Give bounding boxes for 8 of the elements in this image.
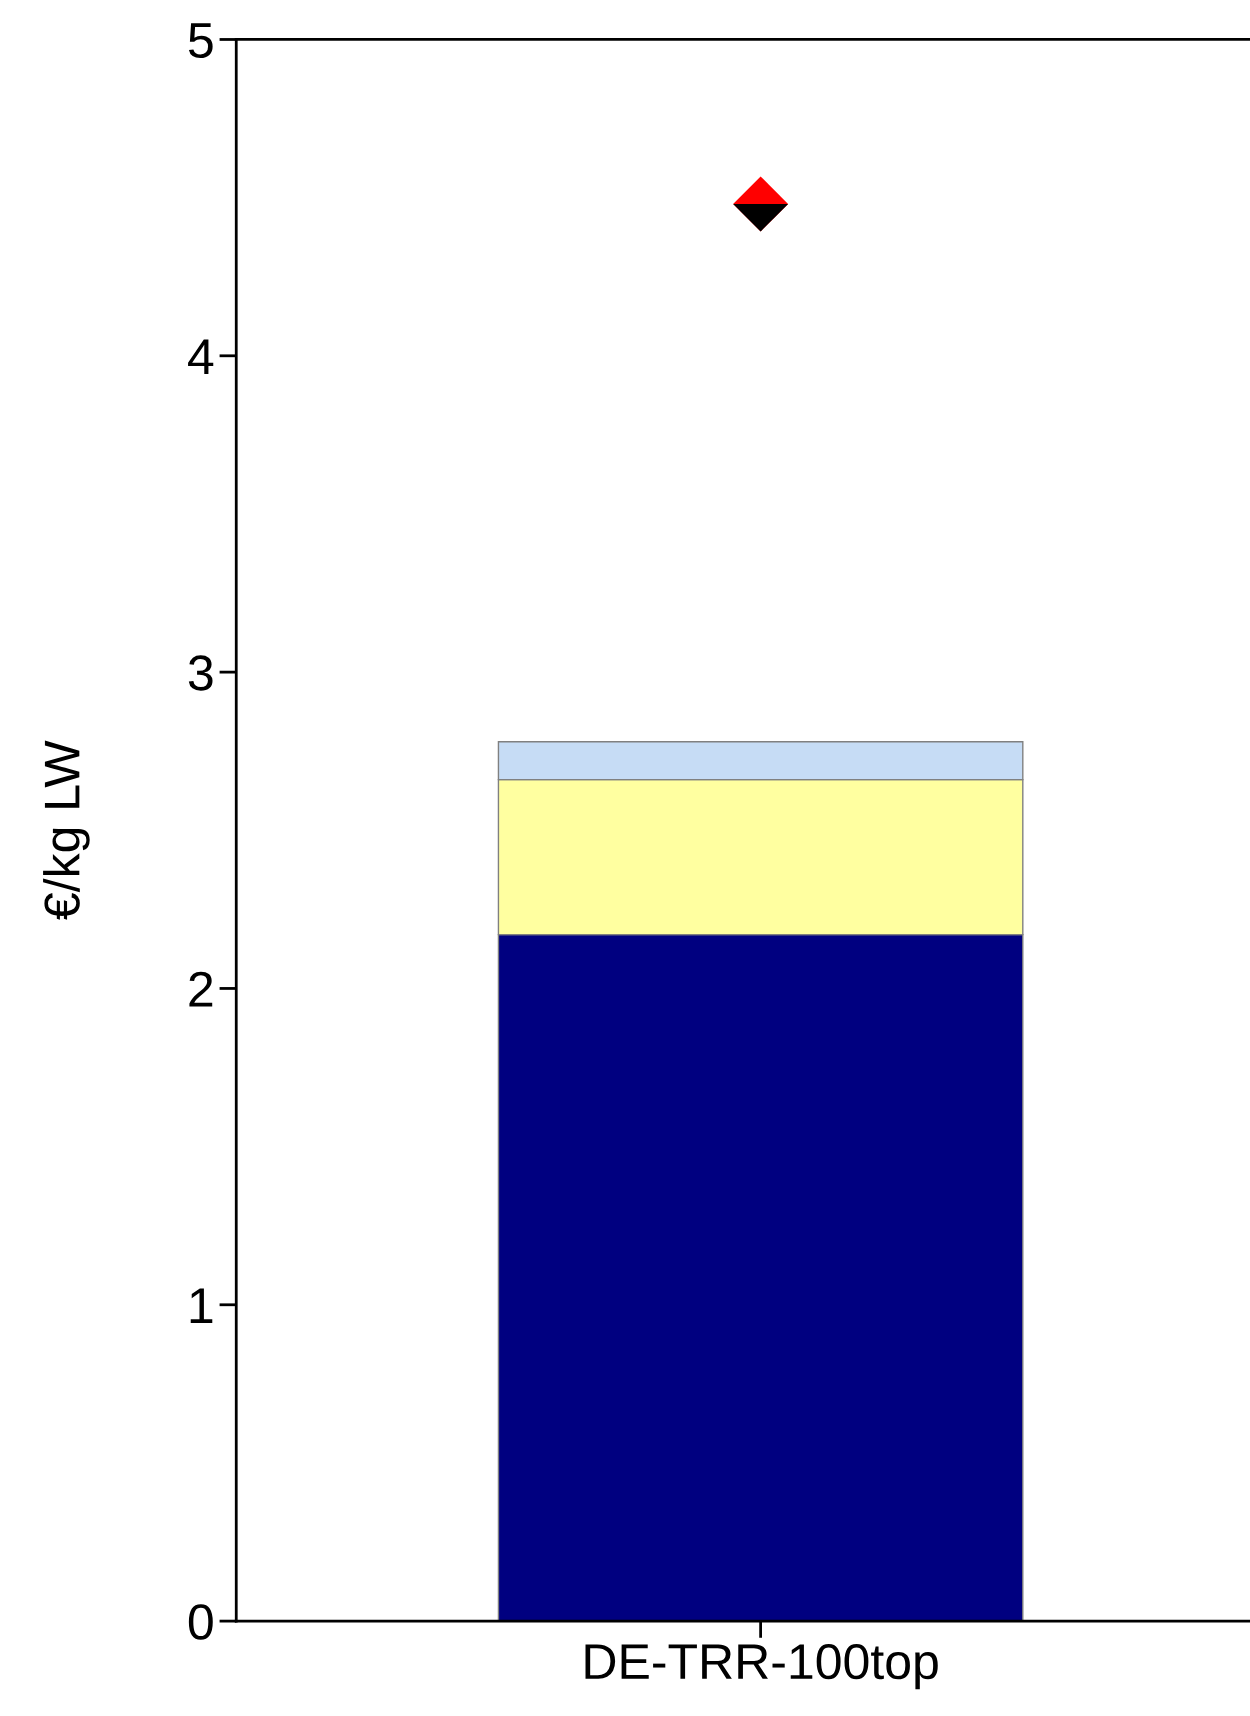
y-tick-label: 1 bbox=[190, 1288, 213, 1323]
y-tick-label: 3 bbox=[188, 655, 213, 691]
y-tick-label: 0 bbox=[188, 1604, 213, 1640]
y-tick-label: 2 bbox=[189, 971, 213, 1007]
x-tick-label: DE-TRR-100top bbox=[585, 1643, 938, 1690]
y-tick-label: 4 bbox=[188, 339, 214, 374]
y-axis-title: €/kg LW bbox=[43, 740, 90, 920]
y-tick-label: 5 bbox=[188, 23, 213, 59]
